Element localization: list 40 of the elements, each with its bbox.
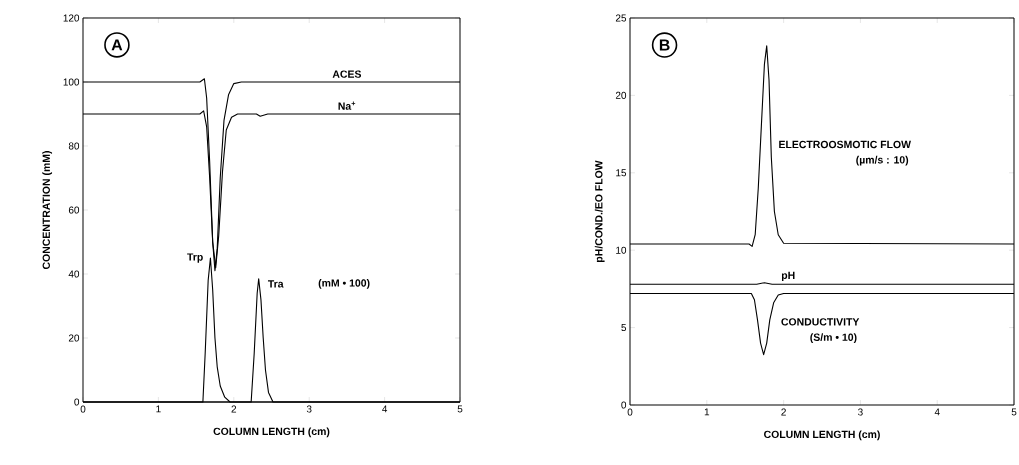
x-tick-label: 4: [934, 408, 940, 416]
x-tick-label: 1: [704, 408, 710, 416]
y-tick-label: 25: [615, 14, 627, 22]
x-tick-label: 5: [457, 405, 463, 413]
annotation: A: [111, 39, 123, 51]
y-tick-label: 100: [63, 78, 80, 86]
x-tick-label: 0: [80, 405, 86, 413]
x-axis-title: COLUMN LENGTH (cm): [213, 427, 330, 438]
annotation: (S/m • 10): [810, 333, 857, 344]
annotation: (µm/s : 10): [856, 155, 909, 166]
series-label: ACES: [332, 70, 362, 78]
series-label: Na$^{+}$: [338, 101, 356, 110]
y-tick-label: 60: [68, 206, 80, 214]
series-label: Trp: [187, 253, 203, 263]
series-label: ELECTROOSMOTIC FLOW: [779, 140, 911, 149]
series-label: CONDUCTIVITY: [781, 318, 860, 326]
x-tick-label: 3: [306, 405, 312, 413]
y-tick-label: 20: [68, 334, 80, 342]
x-tick-label: 2: [781, 408, 786, 416]
y-tick-label: 20: [615, 91, 627, 99]
y-tick-label: 120: [63, 14, 80, 22]
x-tick-label: 3: [858, 408, 863, 416]
y-axis-title: CONCENTRATION (mM): [42, 151, 53, 270]
y-tick-label: 80: [68, 142, 80, 150]
x-tick-label: 0: [627, 408, 633, 416]
x-tick-label: 2: [231, 405, 237, 413]
y-tick-label: 10: [616, 246, 627, 254]
y-tick-label: 15: [616, 169, 627, 177]
x-tick-label: 4: [382, 405, 388, 413]
y-tick-label: 40: [68, 270, 80, 278]
y-axis-title: pH/COND./EO FLOW: [594, 160, 605, 262]
x-tick-label: 5: [1011, 408, 1017, 416]
y-tick-label: 0: [74, 398, 80, 406]
x-tick-label: 1: [156, 405, 161, 413]
annotation: (mM • 100): [318, 279, 370, 289]
annotation: B: [659, 39, 670, 51]
x-axis-title: COLUMN LENGTH (cm): [764, 430, 880, 441]
series-label: Tra: [267, 280, 284, 288]
series-label: pH: [781, 271, 795, 282]
y-tick-label: 5: [621, 324, 627, 332]
